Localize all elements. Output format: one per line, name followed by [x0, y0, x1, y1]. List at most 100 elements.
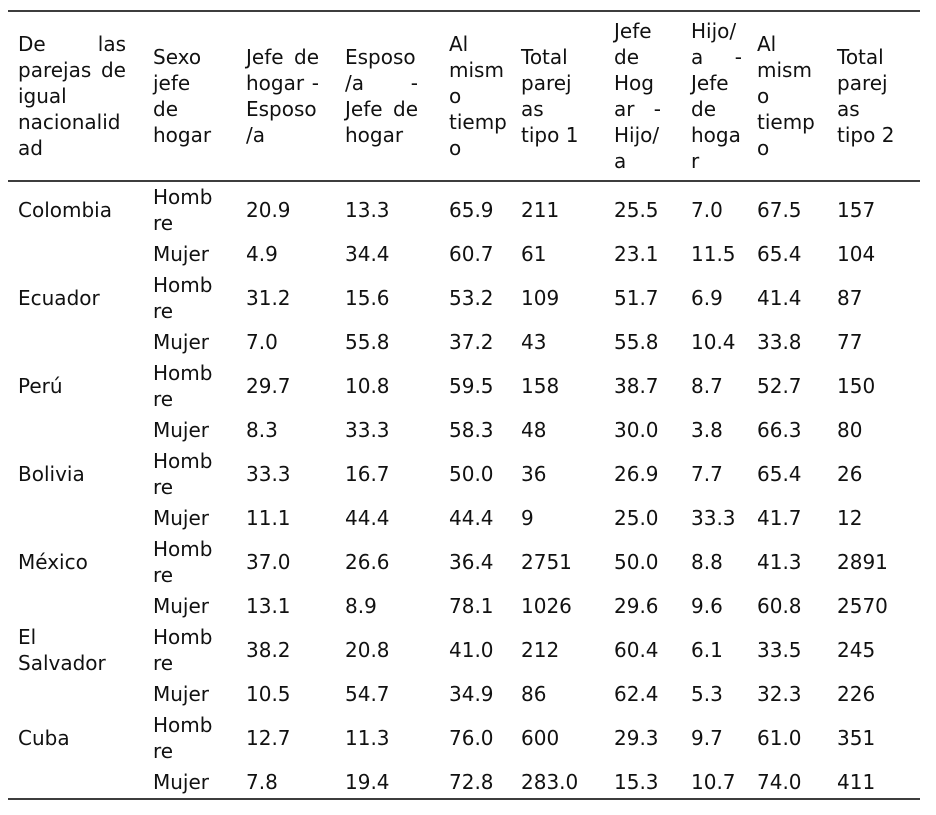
- value-cell: 351: [837, 726, 876, 750]
- value-cell: 9: [521, 506, 534, 530]
- table-row: Ecuador Hombre 31.2 15.6 53.2 109 51.7 6.9 41.4 8…: [8, 270, 920, 327]
- table-row: Bolivia Hombre 33.3 16.7 50.0 36 26.9 7.7 65.4 26: [8, 446, 920, 503]
- country-cell: Ecuador: [18, 286, 100, 310]
- column-header-1: De las parejas de igual nacionalidad: [18, 32, 126, 160]
- table-row: Colombia Hombre 20.9 13.3 65.9 211 25.5 7.0 67.5…: [8, 181, 920, 239]
- value-cell: 13.3: [345, 198, 390, 222]
- column-header-9: Al mismo tiempo: [757, 32, 815, 160]
- value-cell: 15.6: [345, 286, 390, 310]
- sex-cell: Mujer: [153, 594, 210, 618]
- value-cell: 50.0: [614, 550, 659, 574]
- value-cell: 61.0: [757, 726, 802, 750]
- table-row: Mujer 13.1 8.9 78.1 1026 29.6 9.6 60.8 2570: [8, 591, 920, 622]
- value-cell: 66.3: [757, 418, 802, 442]
- value-cell: 600: [521, 726, 560, 750]
- sex-cell: Hombre: [153, 537, 213, 587]
- value-cell: 12.7: [246, 726, 291, 750]
- value-cell: 11.1: [246, 506, 291, 530]
- value-cell: 12: [837, 506, 863, 530]
- country-cell: [8, 239, 152, 270]
- sex-cell: Hombre: [153, 361, 213, 411]
- sex-cell: Hombre: [153, 713, 213, 763]
- table-row: México Hombre 37.0 26.6 36.4 2751 50.0 8.8 41.3 2…: [8, 534, 920, 591]
- column-header-7: Jefe de Hogar - Hijo/a: [614, 19, 661, 173]
- table-row: Mujer 11.1 44.4 44.4 9 25.0 33.3 41.7 12: [8, 503, 920, 534]
- table-row: Mujer 7.0 55.8 37.2 43 55.8 10.4 33.8 77: [8, 327, 920, 358]
- value-cell: 50.0: [449, 462, 494, 486]
- value-cell: 8.3: [246, 418, 278, 442]
- couples-nationality-table: De las parejas de igual nacionalidad Sexo…: [8, 10, 920, 800]
- value-cell: 10.7: [691, 770, 736, 794]
- value-cell: 65.4: [757, 242, 802, 266]
- table-row: Perú Hombre 29.7 10.8 59.5 158 38.7 8.7 52.7 150: [8, 358, 920, 415]
- value-cell: 283.0: [521, 770, 579, 794]
- value-cell: 211: [521, 198, 560, 222]
- value-cell: 34.4: [345, 242, 390, 266]
- country-cell: Colombia: [18, 198, 112, 222]
- value-cell: 30.0: [614, 418, 659, 442]
- value-cell: 29.3: [614, 726, 659, 750]
- value-cell: 9.7: [691, 726, 723, 750]
- value-cell: 53.2: [449, 286, 494, 310]
- sex-cell: Mujer: [153, 242, 210, 266]
- value-cell: 8.8: [691, 550, 723, 574]
- value-cell: 104: [837, 242, 876, 266]
- value-cell: 4.9: [246, 242, 278, 266]
- value-cell: 29.6: [614, 594, 659, 618]
- value-cell: 7.7: [691, 462, 723, 486]
- value-cell: 34.9: [449, 682, 494, 706]
- value-cell: 15.3: [614, 770, 659, 794]
- country-cell: [8, 591, 152, 622]
- value-cell: 32.3: [757, 682, 802, 706]
- sex-cell: Mujer: [153, 330, 210, 354]
- value-cell: 36: [521, 462, 547, 486]
- sex-cell: Mujer: [153, 682, 210, 706]
- value-cell: 61: [521, 242, 547, 266]
- value-cell: 10.8: [345, 374, 390, 398]
- value-cell: 33.8: [757, 330, 802, 354]
- column-header-6: Total parejas tipo 1: [521, 45, 579, 147]
- table-row: Mujer 8.3 33.3 58.3 48 30.0 3.8 66.3 80: [8, 415, 920, 446]
- value-cell: 65.4: [757, 462, 802, 486]
- value-cell: 8.9: [345, 594, 377, 618]
- country-cell: El Salvador: [18, 625, 106, 675]
- value-cell: 10.5: [246, 682, 291, 706]
- country-cell: [8, 327, 152, 358]
- value-cell: 52.7: [757, 374, 802, 398]
- column-header-5: Al mismo tiempo: [449, 32, 507, 160]
- value-cell: 37.0: [246, 550, 291, 574]
- value-cell: 43: [521, 330, 547, 354]
- value-cell: 26: [837, 462, 863, 486]
- column-header-10: Total parejas tipo 2: [837, 45, 895, 147]
- column-header-8: Hijo/a - Jefe de hogar: [691, 19, 742, 173]
- value-cell: 62.4: [614, 682, 659, 706]
- table-row: Cuba Hombre 12.7 11.3 76.0 600 29.3 9.7 61.0 351: [8, 710, 920, 767]
- value-cell: 55.8: [614, 330, 659, 354]
- value-cell: 11.3: [345, 726, 390, 750]
- value-cell: 157: [837, 198, 876, 222]
- value-cell: 80: [837, 418, 863, 442]
- value-cell: 29.7: [246, 374, 291, 398]
- value-cell: 245: [837, 638, 876, 662]
- value-cell: 74.0: [757, 770, 802, 794]
- value-cell: 55.8: [345, 330, 390, 354]
- value-cell: 77: [837, 330, 863, 354]
- value-cell: 67.5: [757, 198, 802, 222]
- value-cell: 25.5: [614, 198, 659, 222]
- value-cell: 41.0: [449, 638, 494, 662]
- value-cell: 3.8: [691, 418, 723, 442]
- value-cell: 411: [837, 770, 876, 794]
- value-cell: 6.9: [691, 286, 723, 310]
- table-row: Mujer 4.9 34.4 60.7 61 23.1 11.5 65.4 104: [8, 239, 920, 270]
- value-cell: 25.0: [614, 506, 659, 530]
- value-cell: 11.5: [691, 242, 736, 266]
- country-cell: [8, 679, 152, 710]
- value-cell: 13.1: [246, 594, 291, 618]
- country-cell: Bolivia: [18, 462, 85, 486]
- value-cell: 10.4: [691, 330, 736, 354]
- value-cell: 72.8: [449, 770, 494, 794]
- value-cell: 58.3: [449, 418, 494, 442]
- column-header-4: Esposo/a - Jefe de hogar: [345, 45, 418, 147]
- value-cell: 7.0: [691, 198, 723, 222]
- sex-cell: Mujer: [153, 770, 210, 794]
